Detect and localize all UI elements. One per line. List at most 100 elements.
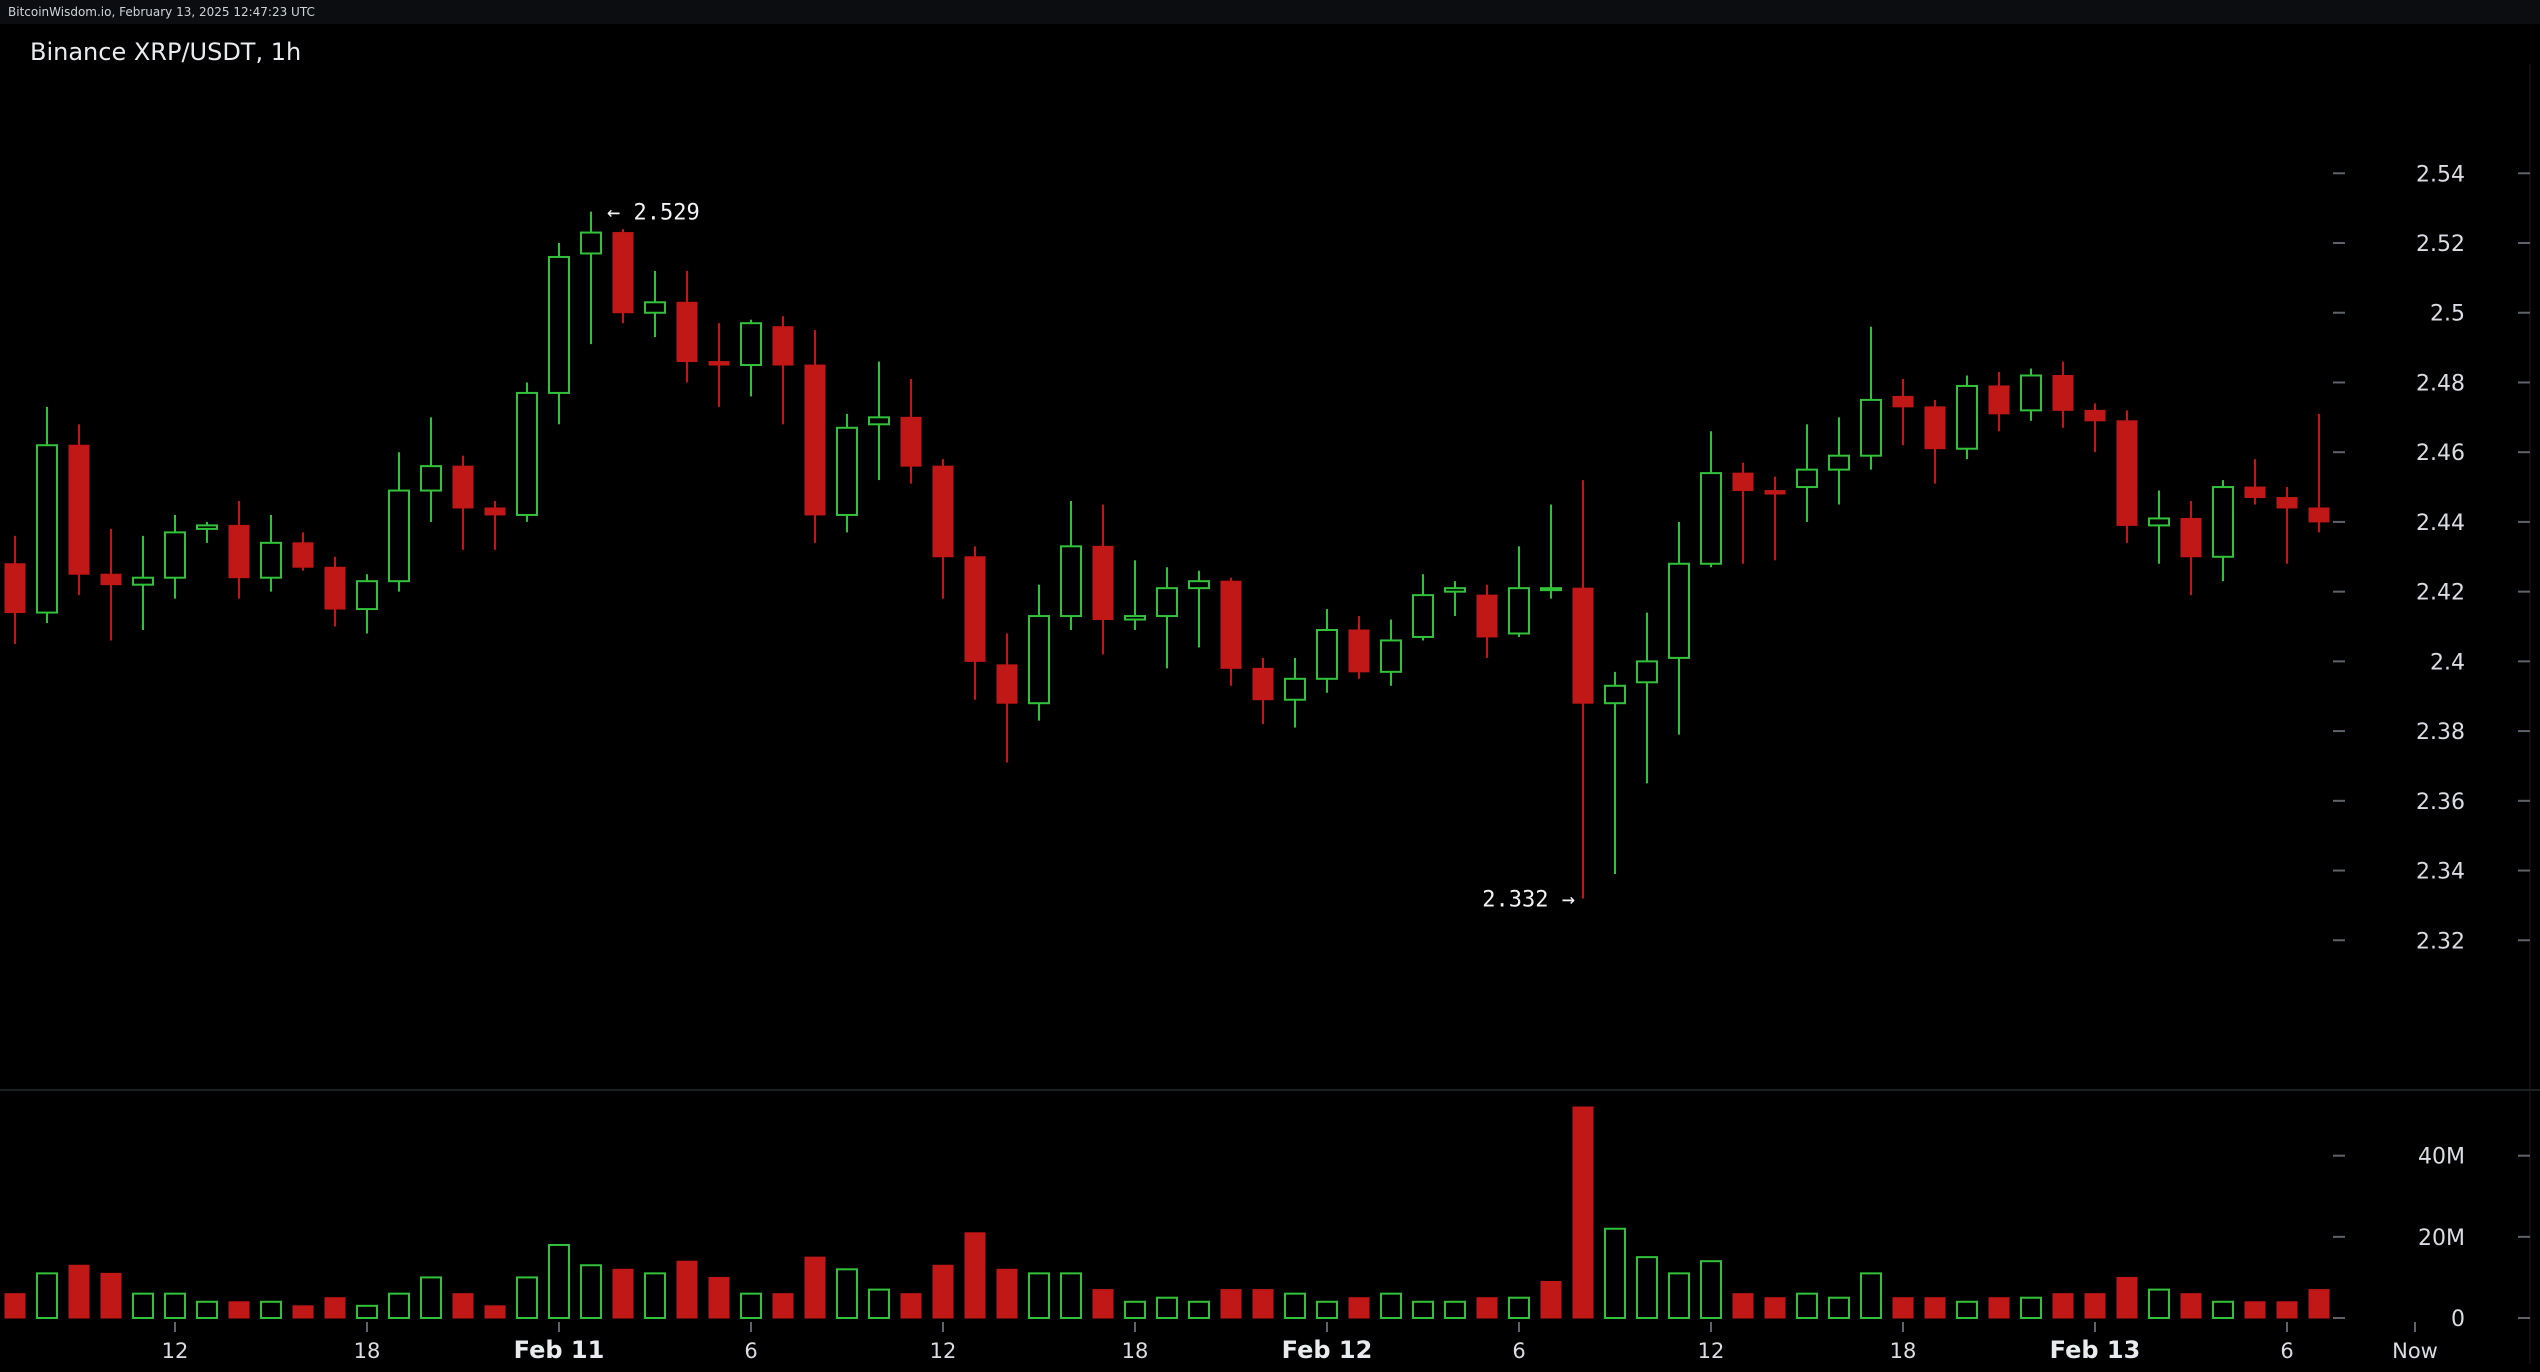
candle-body-down xyxy=(100,573,122,586)
volume-bar-up xyxy=(1796,1292,1818,1319)
volume-bar-down xyxy=(100,1272,122,1319)
candle-body-down xyxy=(2052,374,2074,411)
candle-body-up xyxy=(420,465,442,492)
volume-bar-down xyxy=(708,1276,730,1319)
volume-bar-down xyxy=(1252,1289,1274,1319)
chart-area[interactable]: 2.32 2.34 2.36 2.38 2.4 2.42 2.44 2.46 2.48 2.5 2.… xyxy=(0,24,2540,1372)
candle-body-up xyxy=(1668,562,1690,659)
candle-body-up xyxy=(1060,545,1082,618)
candle-body-down xyxy=(900,416,922,467)
volume-bar-up xyxy=(1156,1296,1178,1320)
volume-bar-down xyxy=(1348,1297,1370,1319)
volume-bar-up xyxy=(260,1300,282,1320)
candle-body-up xyxy=(1380,639,1402,673)
time-tick-label: 12 xyxy=(930,1339,957,1363)
candle-body-up xyxy=(1444,587,1466,593)
volume-bar-up xyxy=(580,1264,602,1319)
price-tick-label: 2.54 xyxy=(2416,162,2465,187)
candle-body-down xyxy=(2276,497,2298,509)
price-tick-label: 2.34 xyxy=(2416,860,2465,885)
candle-body-up xyxy=(1508,587,1530,635)
candle-body-up xyxy=(1956,384,1978,450)
volume-bar-down xyxy=(1924,1297,1946,1319)
candle-body-down xyxy=(2244,486,2266,499)
volume-bar-down xyxy=(1476,1297,1498,1319)
candle-body-up xyxy=(1156,587,1178,618)
candle-body-down xyxy=(708,361,730,366)
price-tick-label: 2.48 xyxy=(2416,371,2465,396)
price-tick-label: 2.38 xyxy=(2416,720,2465,745)
candle-body-down xyxy=(932,465,954,558)
volume-bar-up xyxy=(1028,1272,1050,1319)
volume-bar-down xyxy=(1764,1297,1786,1319)
candle-body-down xyxy=(1348,629,1370,673)
candle-body-up xyxy=(260,541,282,579)
price-tick-label: 2.44 xyxy=(2416,511,2465,536)
candle-body-down xyxy=(1892,395,1914,408)
volume-bar-up xyxy=(1444,1300,1466,1320)
volume-bar-up xyxy=(548,1243,570,1320)
candle-body-up xyxy=(1828,454,1850,471)
candle-body-up xyxy=(2212,486,2234,558)
candle-body-down xyxy=(612,232,634,314)
volume-bar-down xyxy=(324,1297,346,1319)
candle-body-down xyxy=(1572,587,1594,704)
volume-bar-down xyxy=(804,1256,826,1319)
candle-body-up xyxy=(1028,615,1050,705)
candle-body-up xyxy=(1636,660,1658,684)
candle-body-up xyxy=(868,416,890,426)
volume-bar-up xyxy=(1284,1292,1306,1319)
volume-bar-down xyxy=(2180,1293,2202,1319)
volume-bar-up xyxy=(740,1292,762,1319)
time-tick-label: 6 xyxy=(744,1339,757,1363)
candle-body-up xyxy=(1412,594,1434,638)
chart-canvas[interactable]: 2.32 2.34 2.36 2.38 2.4 2.42 2.44 2.46 2.48 2.5 2.… xyxy=(0,24,2540,1372)
volume-bar-up xyxy=(132,1292,154,1319)
time-tick-label: 6 xyxy=(1512,1339,1525,1363)
time-tick-label: Feb 11 xyxy=(514,1336,605,1364)
volume-bar-up xyxy=(1828,1296,1850,1320)
volume-bar-up xyxy=(196,1300,218,1320)
volume-bar-up xyxy=(1412,1300,1434,1320)
volume-bar-down xyxy=(1892,1297,1914,1319)
candle-body-up xyxy=(164,531,186,579)
volume-bar-down xyxy=(292,1305,314,1319)
candle-body-up xyxy=(1540,587,1562,592)
candle-body-down xyxy=(2180,517,2202,558)
candle-body-down xyxy=(484,507,506,516)
candle-body-down xyxy=(1732,472,1754,492)
volume-bar-down xyxy=(932,1264,954,1319)
candle-body-up xyxy=(516,391,538,516)
volume-bar-up xyxy=(356,1304,378,1319)
price-tick-label: 2.46 xyxy=(2416,441,2465,466)
candle-body-down xyxy=(68,444,90,575)
top-bar: BitcoinWisdom.io, February 13, 2025 12:4… xyxy=(0,0,2540,24)
candle-body-up xyxy=(740,322,762,367)
time-tick-label: 6 xyxy=(2280,1339,2293,1363)
volume-bar-down xyxy=(1220,1289,1242,1319)
candle-body-down xyxy=(324,566,346,610)
volume-bar-up xyxy=(836,1268,858,1320)
time-tick-label: 12 xyxy=(162,1339,189,1363)
candle-body-up xyxy=(580,231,602,255)
volume-bar-down xyxy=(68,1264,90,1319)
candle-body-up xyxy=(1284,677,1306,701)
volume-bar-down xyxy=(2276,1301,2298,1319)
candle-body-down xyxy=(2084,409,2106,422)
volume-bar-up xyxy=(420,1276,442,1320)
time-tick-label: 12 xyxy=(1698,1339,1725,1363)
volume-bar-up xyxy=(1380,1292,1402,1319)
candle-body-up xyxy=(2148,517,2170,527)
candle-body-up xyxy=(2020,374,2042,412)
price-tick-label: 2.5 xyxy=(2430,302,2465,327)
candle-body-up xyxy=(836,426,858,516)
price-tick-label: 2.42 xyxy=(2416,581,2465,606)
candle-body-up xyxy=(548,255,570,394)
volume-bar-down xyxy=(1092,1289,1114,1319)
volume-bar-down xyxy=(452,1293,474,1319)
volume-bar-up xyxy=(868,1288,890,1320)
price-tick-label: 2.32 xyxy=(2416,929,2465,954)
price-tick-label: 2.52 xyxy=(2416,232,2465,257)
candle-body-up xyxy=(388,489,410,583)
volume-tick-label: 20M xyxy=(2418,1226,2465,1251)
